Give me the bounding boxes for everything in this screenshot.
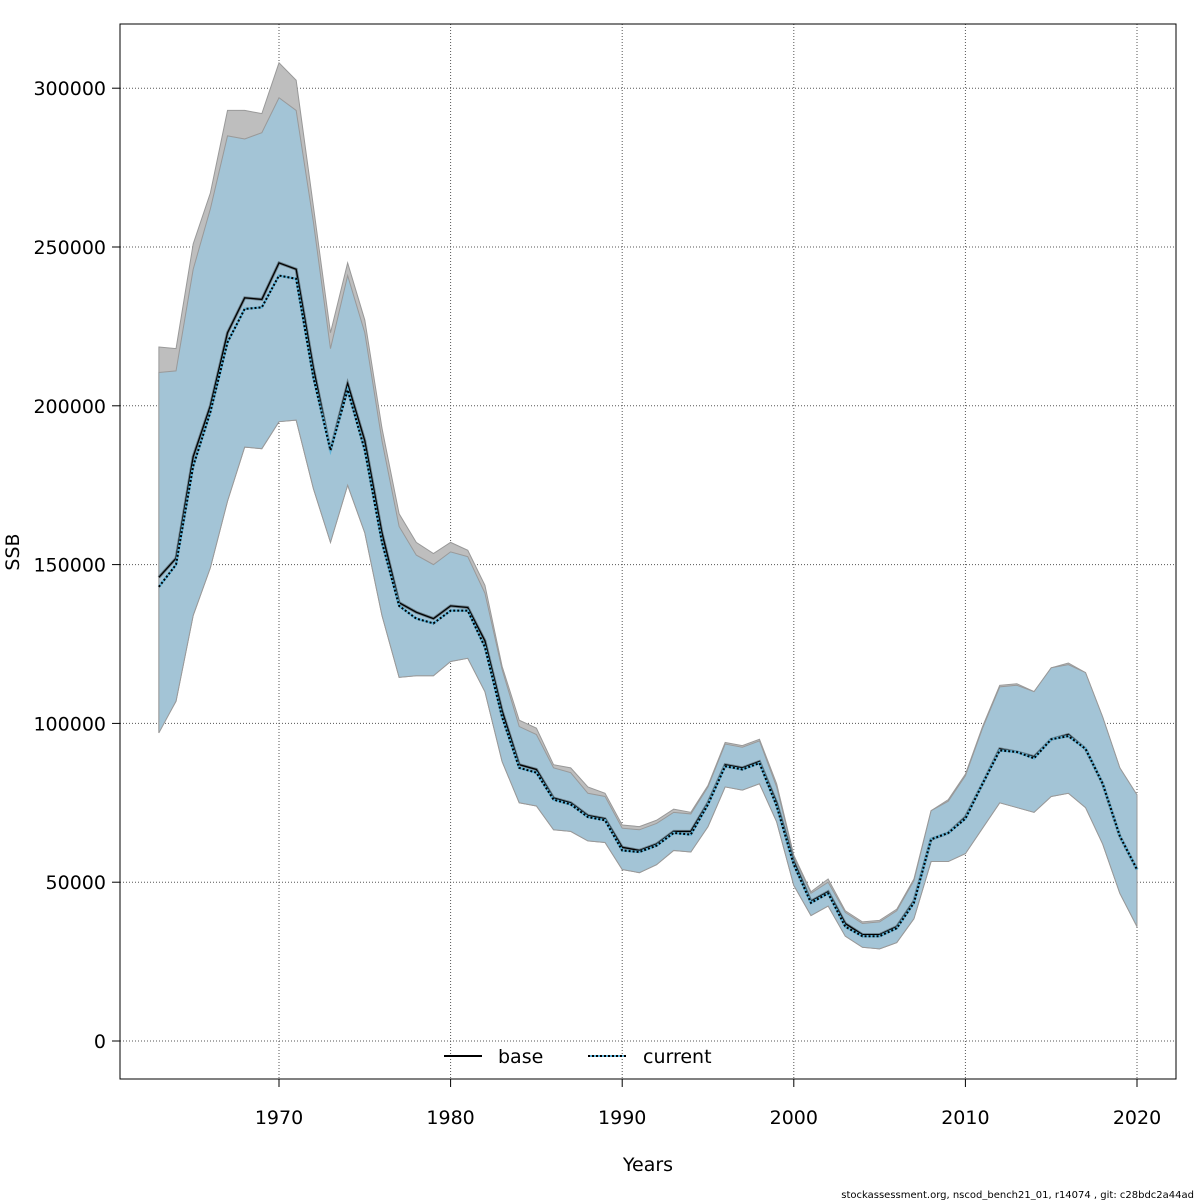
y-tick-label: 150000 [33,555,106,577]
y-tick-label: 250000 [33,237,106,259]
y-tick-label: 100000 [33,713,106,735]
y-tick-label: 0 [94,1031,106,1053]
x-tick-label: 1990 [598,1107,646,1129]
x-tick-label: 2000 [770,1107,818,1129]
x-axis-label: Years [622,1154,673,1176]
y-tick-label: 200000 [33,396,106,418]
legend-current-label: current [643,1046,712,1068]
y-tick-label: 300000 [33,78,106,100]
y-axis: 0 50000 100000 150000 200000 250000 300000 [33,78,120,1053]
current-confidence-band [158,96,1138,950]
footer-note: stockassessment.org, nscod_bench21_01, r… [841,1190,1194,1200]
plot-frame [119,23,1177,1080]
x-tick-label: 1970 [255,1107,303,1129]
x-tick-label: 1980 [426,1107,474,1129]
y-axis-label: SSB [2,533,24,570]
x-tick-label: 2020 [1113,1107,1161,1129]
current-line-shadow [157,274,1139,938]
y-tick-label: 50000 [46,872,106,894]
series-lines [157,260,1139,938]
x-tick-label: 2010 [941,1107,989,1129]
legend: base current [444,1046,712,1068]
confidence-bands [158,61,1138,950]
x-axis: 1970 1980 1990 2000 2010 2020 [255,1079,1161,1129]
legend-base-label: base [498,1046,543,1068]
